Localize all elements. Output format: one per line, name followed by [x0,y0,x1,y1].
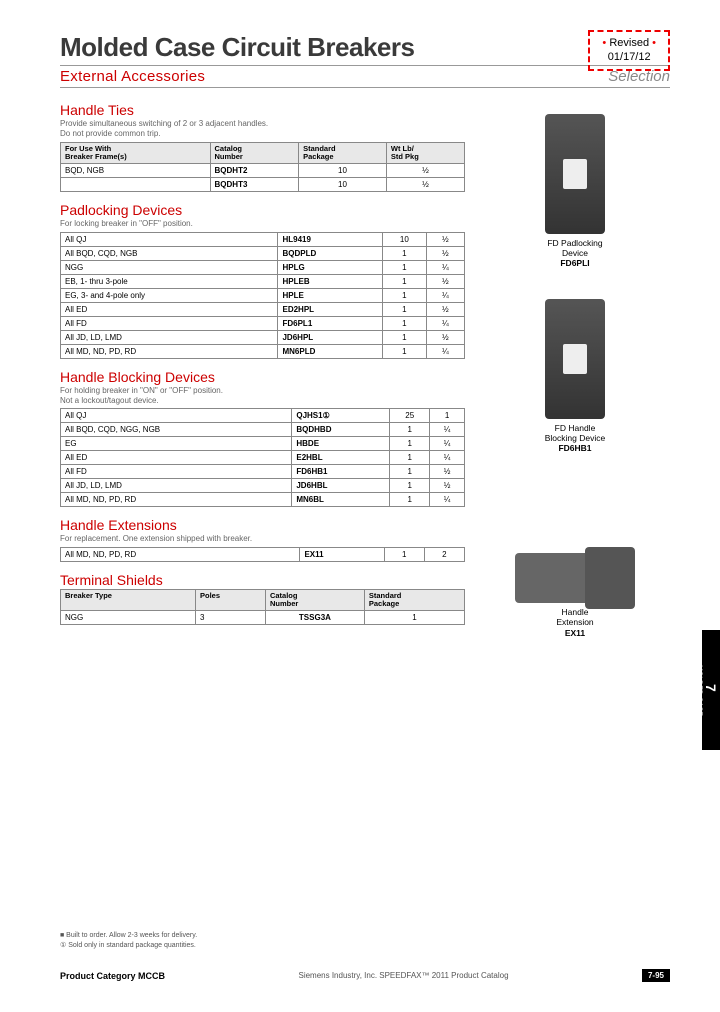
section-handle-ties: Handle Ties [60,102,465,118]
table-handle-ties: For Use WithBreaker Frame(s)CatalogNumbe… [60,142,465,193]
table-blocking: All QJQJHS1①251All BQD, CQD, NGG, NGBBQD… [60,408,465,507]
section-shields: Terminal Shields [60,572,465,588]
product-image-blocking [545,299,605,419]
table-padlocking: All QJHL941910½All BQD, CQD, NGBBQDPLD1½… [60,232,465,359]
table-shields: Breaker TypePolesCatalogNumberStandardPa… [60,589,465,626]
footnotes: ■ Built to order. Allow 2-3 weeks for de… [60,931,670,951]
section-blocking: Handle Blocking Devices [60,369,465,385]
section-padlocking: Padlocking Devices [60,202,465,218]
product-image-padlocking [545,114,605,234]
page-title: Molded Case Circuit Breakers [60,32,670,63]
caption-extension: HandleExtensionEX11 [495,607,655,638]
table-extensions: All MD, ND, PD, RDEX1112 [60,547,465,562]
caption-padlocking: FD PadlockingDeviceFD6PLI [495,238,655,269]
caption-blocking: FD HandleBlocking DeviceFD6HB1 [495,423,655,454]
side-tab: 7 MOLDED CASECIRCUIT BREAKERS [702,630,720,750]
revised-stamp: • Revised •01/17/12 [588,30,670,71]
sub-header: External Accessories Selection [60,65,670,88]
product-image-extension [515,553,635,603]
section-extensions: Handle Extensions [60,517,465,533]
footer-bar: Product Category MCCB Siemens Industry, … [60,969,670,982]
